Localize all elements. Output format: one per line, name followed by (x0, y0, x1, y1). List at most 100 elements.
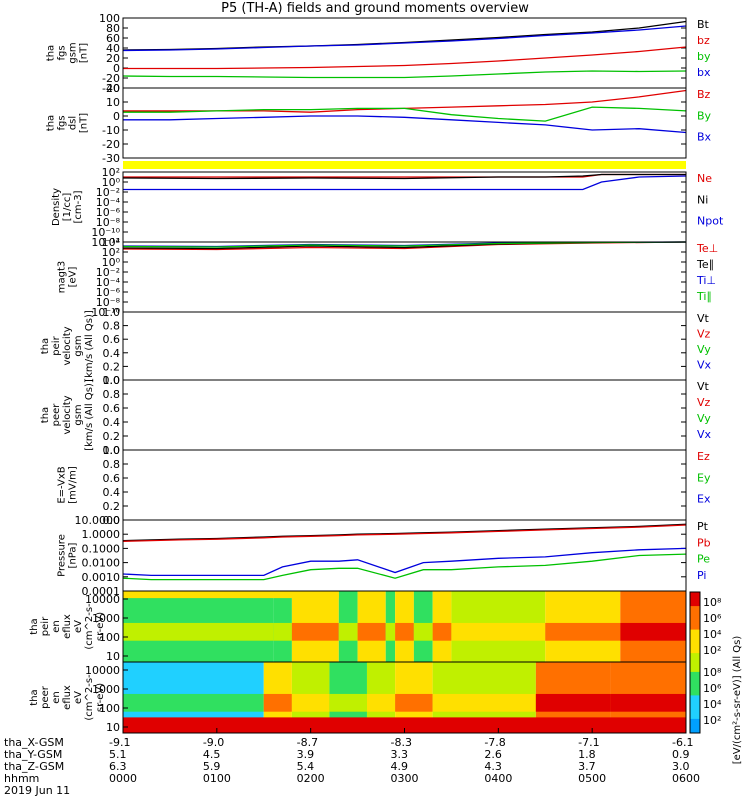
colorbar-cell (690, 728, 700, 734)
heatmap-cell (620, 622, 686, 641)
footer-row-label: tha_Y-GSM (4, 748, 63, 761)
y-tick-label: 0.6 (103, 402, 121, 415)
panel-frame (122, 87, 687, 159)
y-tick-label: -40 (102, 82, 120, 95)
footer-row-value: 5.9 (202, 760, 221, 773)
panel-frame (122, 241, 687, 313)
y-axis-label-line: gsm (73, 335, 84, 356)
y-tick-label: 0.6 (103, 333, 121, 346)
y-axis-label-line: gsm (68, 42, 79, 63)
footer-row-value: -9.0 (202, 736, 225, 749)
colorbar-cell (690, 601, 700, 607)
footer-row-value: 4.9 (390, 760, 409, 773)
y-axis-label: magt3[eV] (57, 261, 79, 294)
y-tick-label: 10⁻⁴ (96, 196, 121, 209)
legend-entry: Vt (697, 380, 710, 393)
y-tick-label: 0.8 (103, 388, 121, 401)
heatmap-cell (338, 622, 358, 641)
colorbar-cell (690, 709, 700, 715)
y-axis-label-line: fgs (57, 45, 68, 60)
colorbar-cell (690, 704, 700, 710)
series-line-by (122, 70, 687, 79)
colorbar-cell (690, 695, 700, 701)
y-tick-label: 0.0001 (82, 585, 121, 598)
page-title: P5 (TH-A) fields and ground moments over… (221, 1, 529, 16)
y-axis-label-line: [km/s (All Qs)] (84, 310, 95, 382)
panel-fgs_gsm: thafgsgsm[nT] (46, 17, 687, 89)
y-tick-label: 1000 (92, 612, 120, 625)
heatmap-cell (123, 622, 274, 641)
y-axis-label-line: dsl (68, 116, 79, 130)
colorbar-cell (690, 634, 700, 640)
footer-row-value: 5.4 (296, 760, 315, 773)
legend-entry: Vy (697, 412, 711, 425)
legend-entry: Ti∥ (696, 290, 712, 303)
legend-entry: By (697, 109, 712, 122)
y-axis-label-line: [cm-3] (73, 190, 84, 223)
legend-entry: bx (697, 66, 711, 79)
colorbar-cell (690, 662, 700, 668)
heatmap-cell (545, 622, 621, 641)
y-tick-label: 0.8 (103, 458, 121, 471)
y-tick-label: 10⁰ (102, 256, 121, 269)
legend-entry: Vx (697, 359, 712, 372)
y-tick-label: 10⁻⁴ (96, 276, 121, 289)
y-axis-label-line: magt3 (57, 261, 68, 294)
legend-entry: Pi (697, 569, 706, 582)
series-line-bx (122, 25, 687, 52)
y-axis-label-line: velocity (62, 326, 73, 365)
y-tick-label: 10⁴ (102, 236, 121, 249)
y-axis-label: thapeerenefluxeV(cm^2-s-sr-eV) (29, 674, 106, 721)
series-line-bz (123, 46, 687, 70)
y-axis-label: thapeirenefluxeV(cm^2-s-sr-eV) (29, 603, 106, 650)
footer-row-value: 5.1 (109, 748, 127, 761)
footer-row-value: -7.8 (484, 736, 506, 749)
legend-entry: Ni (697, 193, 708, 206)
y-axis-label-line: Density (51, 188, 62, 226)
colorbar-cell (690, 643, 700, 649)
colorbar-tick-label: 10⁶ (703, 612, 722, 625)
y-axis-label-line: fgs (57, 115, 68, 130)
heatmap-cell (357, 622, 386, 641)
y-axis-label-line: peir (51, 335, 62, 355)
series-line-Ni (122, 173, 686, 180)
footer-row-value: -9.1 (109, 736, 131, 749)
colorbar-tick-label: 10⁶ (703, 682, 722, 695)
heatmap-cell (451, 622, 546, 641)
panel-frame (122, 449, 687, 521)
panel-temperature: magt3[eV] (57, 241, 687, 313)
panel-frame (122, 379, 687, 451)
series-line-Pb (122, 524, 687, 542)
series-line-Npot (123, 175, 687, 191)
heatmap-cell (395, 622, 414, 641)
series-line-Pt (122, 523, 687, 542)
footer-row-value: 1.8 (578, 748, 596, 761)
y-axis-label-line: en (51, 620, 62, 633)
y-tick-label: 0.1000 (82, 542, 121, 555)
colorbar-tick-label: 10² (703, 714, 721, 727)
series-line-Bx (123, 115, 687, 134)
y-tick-label: 0.8 (103, 320, 121, 333)
footer-row-value: 0500 (578, 772, 607, 785)
y-tick-label: 10⁻¹² (91, 236, 120, 249)
legend-entry: Ti⊥ (696, 274, 716, 287)
y-tick-label: 0.0 (103, 514, 121, 527)
y-tick-label: 0.4 (103, 347, 121, 360)
colorbar-cell (690, 714, 700, 720)
heatmap-cell (413, 622, 433, 641)
heatmap-cell (291, 693, 330, 712)
y-tick-label: 40 (106, 42, 120, 55)
y-axis-label-line: en (51, 691, 62, 704)
colorbar-tick-label: 10⁴ (703, 698, 722, 711)
heatmap-cell (123, 693, 264, 712)
heatmap-cell (123, 591, 339, 599)
panel-frame (122, 519, 687, 592)
colorbar-cell (690, 592, 700, 598)
y-tick-label: 0.2 (103, 500, 121, 513)
footer-row-value: 0600 (672, 772, 700, 785)
y-tick-label: 10000 (85, 664, 120, 677)
y-tick-label: 1.0 (103, 374, 121, 387)
legend-entry: Te∥ (696, 258, 714, 271)
heatmap-cell (610, 693, 686, 712)
